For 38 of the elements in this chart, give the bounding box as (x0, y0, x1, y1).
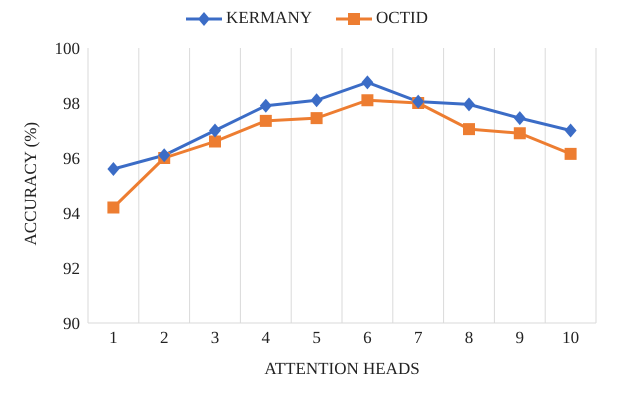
point (514, 111, 526, 126)
point (260, 114, 272, 127)
x-tick-label: 7 (414, 328, 423, 348)
y-tick-label: 98 (63, 94, 80, 114)
legend-label: OCTID (375, 8, 428, 28)
x-axis-title: ATTENTION HEADS (264, 359, 420, 378)
point (260, 98, 272, 113)
x-tick-label: 8 (464, 328, 474, 348)
x-tick-label: 1 (109, 328, 118, 348)
point (361, 75, 374, 90)
point (310, 112, 323, 124)
legend-label: KERMANY (225, 8, 312, 28)
point (209, 124, 221, 138)
x-tick-label: 10 (562, 328, 580, 348)
y-tick-label: 94 (63, 204, 80, 224)
x-tick-label: 3 (210, 328, 220, 348)
x-tick-label: 2 (160, 328, 168, 348)
point (107, 162, 120, 176)
point (158, 148, 170, 162)
x-tick-label: 9 (516, 328, 524, 348)
point (310, 93, 323, 108)
point (107, 202, 120, 214)
point (412, 94, 424, 109)
point (564, 124, 577, 138)
point (361, 94, 374, 106)
x-tick-label: 4 (262, 328, 271, 348)
y-tick-label: 96 (63, 149, 80, 168)
point (209, 136, 221, 148)
y-tick-label: 90 (63, 314, 80, 334)
point (463, 97, 475, 112)
x-tick-label: 5 (312, 328, 321, 348)
x-tick-label: 6 (363, 328, 372, 348)
y-axis-title: ACCURACY (%) (21, 122, 40, 246)
y-tick-label: 92 (63, 259, 80, 278)
point (514, 127, 526, 140)
point (463, 123, 475, 136)
point (564, 148, 577, 160)
y-tick-label: 100 (54, 39, 80, 58)
